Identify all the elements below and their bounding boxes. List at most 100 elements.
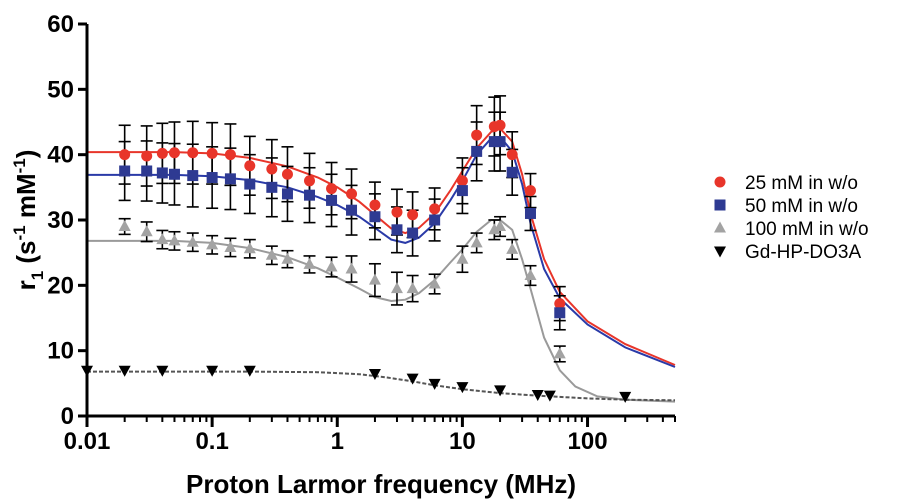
legend-marker xyxy=(714,176,726,188)
data-point xyxy=(206,365,219,377)
y-tick-label: 30 xyxy=(47,207,74,234)
legend-marker xyxy=(714,199,726,211)
data-point xyxy=(206,147,218,159)
tick-labels: 0 10 20 30 40 50 60 0.01 0.1 1 10 100 xyxy=(47,11,607,455)
x-tick-label: 100 xyxy=(568,428,608,455)
data-point xyxy=(429,214,441,226)
data-point xyxy=(368,273,381,285)
x-tick-label: 0.01 xyxy=(64,428,111,455)
data-point xyxy=(224,173,236,185)
data-point xyxy=(429,203,441,215)
data-point xyxy=(407,209,419,221)
y-tick-label: 10 xyxy=(47,338,74,365)
data-point xyxy=(244,160,256,172)
legend-label: 25 mM in w/o xyxy=(745,173,858,194)
fit-line xyxy=(87,127,676,366)
data-point xyxy=(325,260,338,272)
data-point xyxy=(553,347,566,359)
data-point xyxy=(156,147,168,159)
data-point xyxy=(281,168,293,180)
data-point xyxy=(140,225,153,237)
data-point xyxy=(186,235,199,247)
data-point xyxy=(554,307,566,319)
data-point xyxy=(243,365,256,377)
data-point xyxy=(391,206,403,218)
data-point xyxy=(266,181,278,193)
x-tick-label: 10 xyxy=(449,428,476,455)
x-axis-title: Proton Larmor frequency (MHz) xyxy=(186,469,576,499)
data-point xyxy=(266,163,278,175)
data-point xyxy=(141,150,153,162)
data-point xyxy=(243,242,256,254)
data-point xyxy=(369,199,381,211)
data-point xyxy=(368,369,381,381)
data-point xyxy=(281,188,293,200)
data-point xyxy=(304,175,316,187)
legend-marker xyxy=(714,221,726,233)
data-point xyxy=(281,252,294,264)
data-point xyxy=(326,194,338,206)
x-tick-label: 1 xyxy=(331,428,344,455)
legend-label: 100 mM in w/o xyxy=(745,219,869,240)
data-point xyxy=(265,248,278,260)
data-point xyxy=(304,189,316,201)
data-point xyxy=(168,234,181,246)
y-axis-title: r1 (s-1 mM-1) xyxy=(10,150,47,291)
data-point xyxy=(531,389,544,401)
data-point xyxy=(456,252,469,264)
data-point xyxy=(428,378,441,390)
y-tick-label: 40 xyxy=(47,142,74,169)
data-point xyxy=(470,236,483,248)
data-point xyxy=(494,385,507,397)
data-point xyxy=(168,147,180,159)
data-point xyxy=(156,167,168,179)
data-point xyxy=(224,240,237,252)
data-markers xyxy=(81,119,632,403)
data-point xyxy=(524,207,536,219)
data-point xyxy=(407,227,419,239)
data-point xyxy=(406,373,419,385)
data-point xyxy=(206,238,219,250)
y-tick-label: 0 xyxy=(61,403,74,430)
data-point xyxy=(369,211,381,223)
data-point xyxy=(488,223,501,235)
fit-line xyxy=(87,219,676,403)
x-tick-label: 0.1 xyxy=(195,428,228,455)
data-point xyxy=(224,149,236,161)
data-point xyxy=(524,269,537,281)
data-point xyxy=(456,382,469,394)
data-point xyxy=(406,282,419,294)
data-point xyxy=(456,175,468,187)
data-point xyxy=(187,170,199,182)
data-point xyxy=(506,166,518,178)
data-point xyxy=(119,165,131,177)
data-point xyxy=(303,257,316,269)
data-point xyxy=(244,178,256,190)
data-point xyxy=(346,204,358,216)
data-point xyxy=(326,183,338,195)
fit-line xyxy=(87,370,676,402)
data-point xyxy=(494,220,507,232)
data-point xyxy=(345,262,358,274)
data-point xyxy=(471,145,483,157)
data-point xyxy=(187,147,199,159)
data-point xyxy=(168,168,180,180)
data-point xyxy=(346,188,358,200)
data-point xyxy=(524,185,536,197)
data-point xyxy=(390,282,403,294)
data-point xyxy=(156,365,169,377)
data-point xyxy=(206,172,218,184)
legend-label: Gd-HP-DO3A xyxy=(745,242,861,263)
data-point xyxy=(118,220,131,232)
data-point xyxy=(118,365,131,377)
data-point xyxy=(119,149,131,161)
data-point xyxy=(619,391,632,403)
data-point xyxy=(456,185,468,197)
y-tick-label: 20 xyxy=(47,272,74,299)
legend-marker xyxy=(714,246,726,258)
data-point xyxy=(506,149,518,161)
data-point xyxy=(156,233,169,245)
data-point xyxy=(494,119,506,131)
